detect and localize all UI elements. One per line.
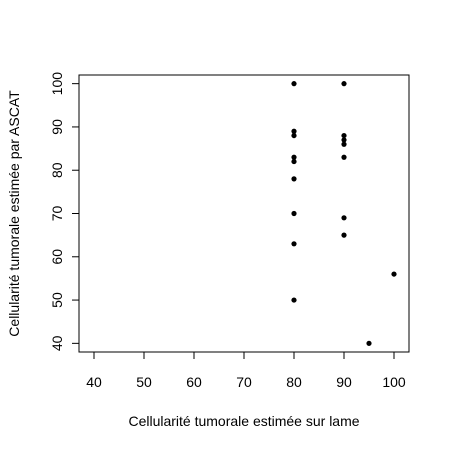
x-tick-label: 40 [86, 374, 102, 390]
data-point [291, 128, 297, 134]
y-axis: 40 50 60 70 80 90 100 [49, 72, 80, 351]
x-tick-label: 60 [186, 374, 202, 390]
data-point [366, 340, 372, 346]
data-point [341, 232, 347, 238]
data-point [341, 215, 347, 221]
data-point [391, 271, 397, 277]
data-point [341, 141, 347, 147]
data-point [291, 158, 297, 165]
y-tick-label: 100 [49, 72, 65, 96]
data-point [341, 81, 347, 87]
y-tick-label: 60 [49, 249, 65, 265]
data-point [291, 297, 297, 303]
y-tick-label: 40 [49, 335, 65, 351]
data-point [291, 132, 297, 139]
data-point [291, 81, 297, 87]
x-tick-label: 100 [382, 374, 406, 390]
x-tick-label: 70 [236, 374, 252, 390]
data-point [291, 210, 297, 217]
y-tick-label: 50 [49, 292, 65, 308]
data-point [341, 137, 347, 143]
data-point [291, 154, 297, 160]
data-point [291, 176, 297, 182]
data-point [341, 154, 347, 160]
x-tick-label: 50 [136, 374, 152, 390]
data-point [341, 132, 347, 139]
y-tick-label: 80 [49, 162, 65, 178]
y-tick-label: 90 [49, 119, 65, 135]
x-axis: 40 50 60 70 80 90 100 [86, 351, 406, 390]
x-tick-label: 90 [336, 374, 352, 390]
y-axis-title: Cellularité tumorale estimée par ASCAT [6, 90, 22, 337]
x-tick-label: 80 [286, 374, 302, 390]
data-points [291, 81, 397, 346]
plot-frame [78, 74, 410, 353]
data-point [291, 241, 297, 247]
y-tick-label: 70 [49, 206, 65, 222]
x-axis-title: Cellularité tumorale estimée sur lame [128, 413, 359, 429]
